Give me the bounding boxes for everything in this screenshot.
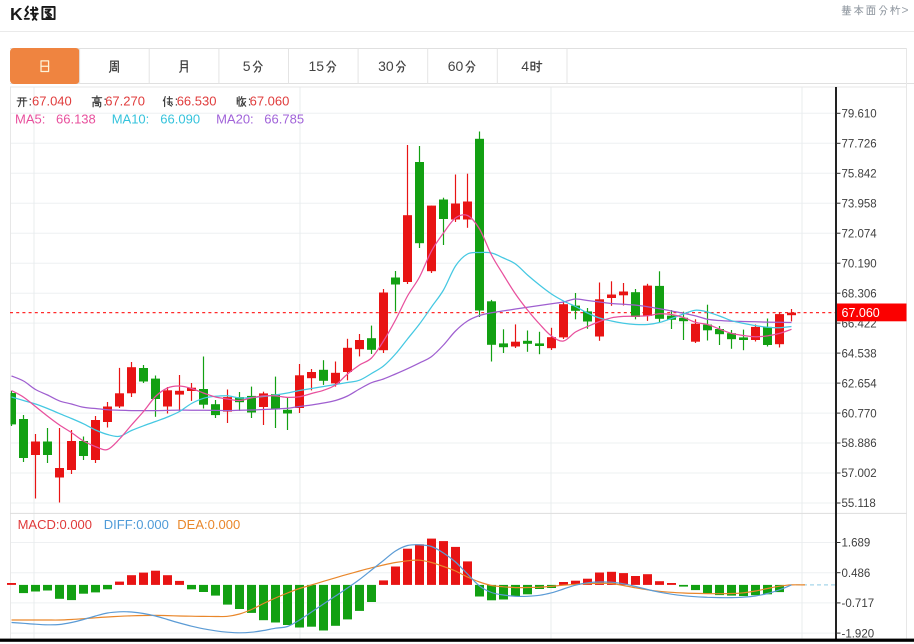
svg-text:60: 60 <box>448 58 464 74</box>
svg-text:4: 4 <box>521 58 529 74</box>
svg-text:60.770: 60.770 <box>842 408 877 420</box>
svg-text:73.958: 73.958 <box>842 198 877 210</box>
svg-text::: : <box>175 94 179 109</box>
svg-text:>: > <box>902 3 909 17</box>
svg-text:1.689: 1.689 <box>842 538 871 550</box>
svg-text:K: K <box>10 4 23 24</box>
svg-text:79.610: 79.610 <box>842 109 877 121</box>
svg-text:67.060: 67.060 <box>250 94 290 109</box>
svg-text:72.074: 72.074 <box>842 228 878 240</box>
svg-text:MA10:: MA10: <box>112 112 150 127</box>
svg-text:66.138: 66.138 <box>56 112 96 127</box>
svg-text:MA20:: MA20: <box>216 112 254 127</box>
svg-text::: : <box>248 94 252 109</box>
svg-text:77.726: 77.726 <box>842 139 877 151</box>
svg-text:66.090: 66.090 <box>160 112 200 127</box>
svg-text:67.040: 67.040 <box>32 94 72 109</box>
svg-text:-0.717: -0.717 <box>842 598 875 610</box>
svg-text:15: 15 <box>309 58 325 74</box>
svg-text:DIFF:0.000: DIFF:0.000 <box>104 517 169 532</box>
svg-text:67.060: 67.060 <box>842 306 880 320</box>
svg-text::: : <box>29 94 33 109</box>
svg-text:66.530: 66.530 <box>177 94 217 109</box>
svg-text:62.654: 62.654 <box>842 378 878 390</box>
svg-text:70.190: 70.190 <box>842 258 877 270</box>
svg-text:67.270: 67.270 <box>105 94 145 109</box>
svg-text::: : <box>103 94 107 109</box>
svg-text:58.886: 58.886 <box>842 438 877 450</box>
svg-text:75.842: 75.842 <box>842 169 877 181</box>
svg-text:64.538: 64.538 <box>842 348 877 360</box>
svg-text:5: 5 <box>243 58 251 74</box>
svg-text:68.306: 68.306 <box>842 288 877 300</box>
svg-text:66.785: 66.785 <box>264 112 304 127</box>
svg-text:57.002: 57.002 <box>842 468 877 480</box>
svg-text:30: 30 <box>378 58 394 74</box>
svg-text:0.486: 0.486 <box>842 568 871 580</box>
svg-text:MA5:: MA5: <box>15 112 45 127</box>
svg-text:MACD:0.000: MACD:0.000 <box>18 517 92 532</box>
svg-text:DEA:0.000: DEA:0.000 <box>177 517 240 532</box>
svg-text:55.118: 55.118 <box>842 498 876 510</box>
svg-text:-1.920: -1.920 <box>842 628 875 640</box>
